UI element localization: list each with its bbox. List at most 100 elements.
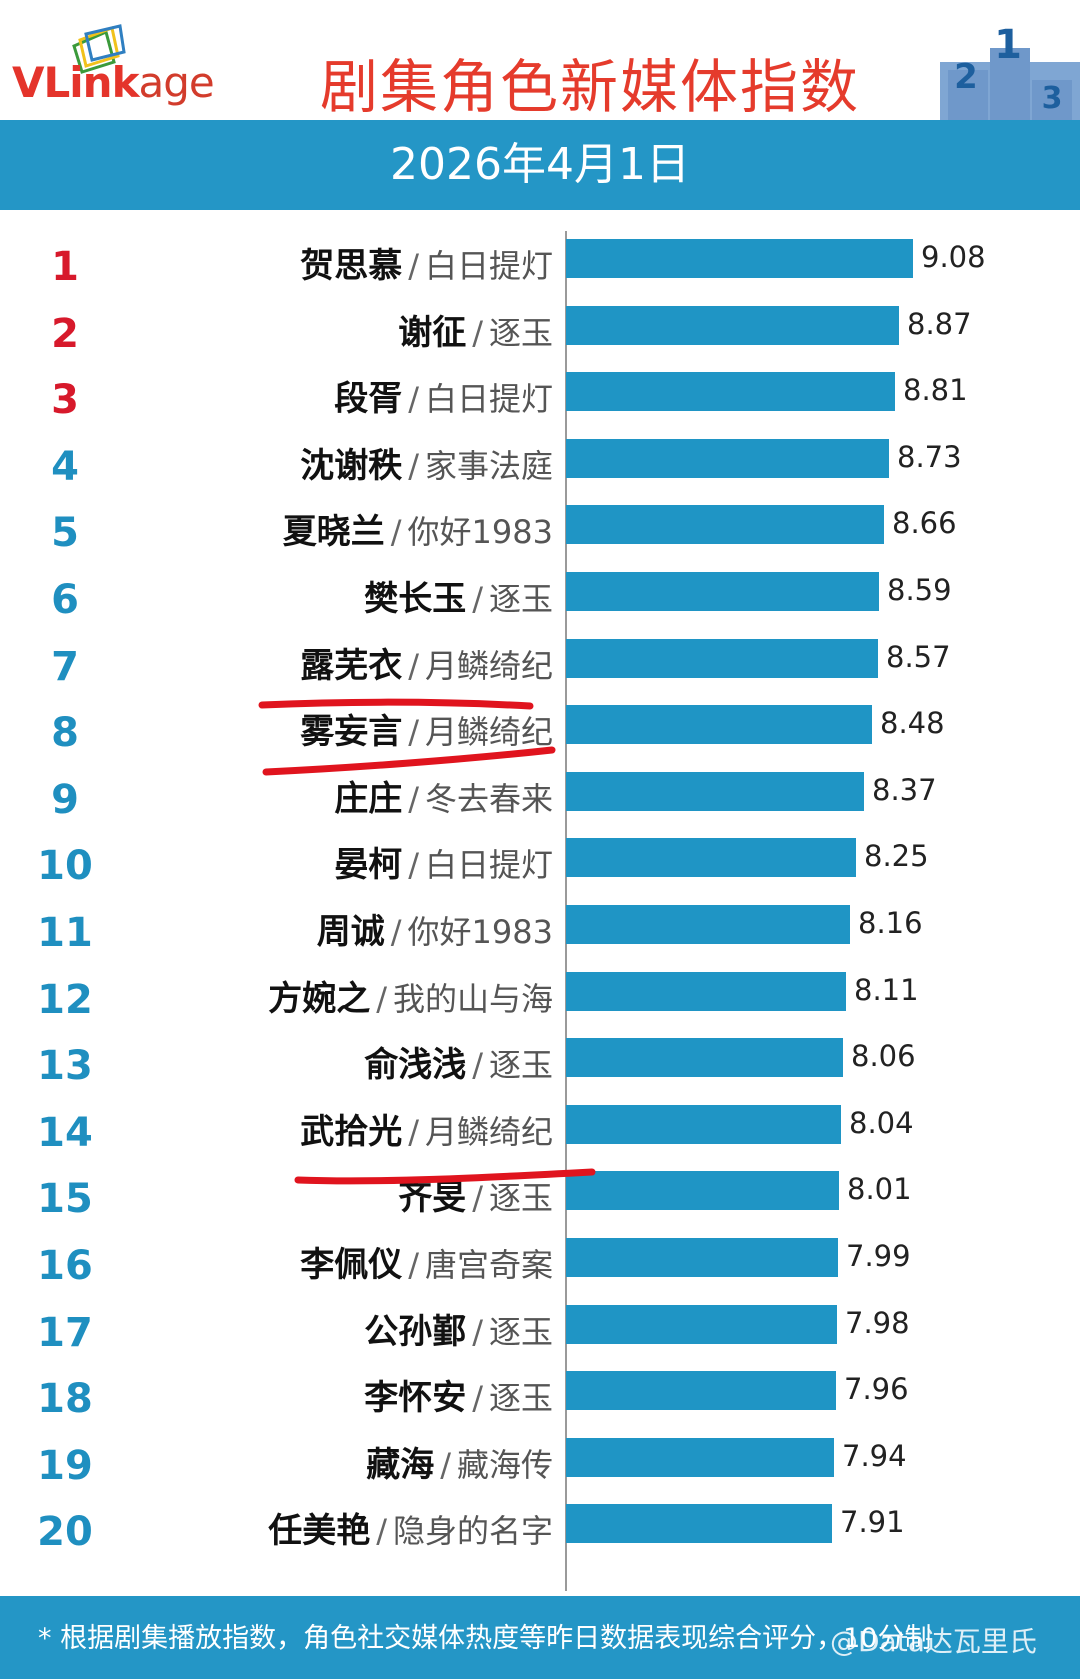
character-name: 樊长玉	[364, 579, 467, 619]
value-label: 8.01	[847, 1172, 912, 1207]
header: VLinkage 剧集角色新媒体指数 2 1 3	[0, 0, 1080, 121]
character-name: 俞浅浅	[364, 1045, 467, 1086]
row-label: 段胥 / 白日提灯	[334, 371, 553, 420]
logo-frames-icon	[72, 24, 126, 74]
bar	[566, 771, 864, 811]
value-label: 8.59	[887, 573, 952, 607]
rank-number: 2	[51, 310, 79, 357]
chart-row: 7 露芜衣 / 月鳞绮纪 8.57	[0, 630, 1080, 697]
row-label: 藏海 / 藏海传	[366, 1437, 553, 1486]
bar	[566, 305, 899, 345]
page-title: 剧集角色新媒体指数	[320, 53, 861, 121]
drama-title: 逐玉	[488, 1179, 553, 1218]
character-name: 庄庄	[334, 778, 403, 819]
chart-row: 15 齐旻 / 逐玉 8.01	[0, 1162, 1080, 1229]
drama-title: 逐玉	[488, 313, 553, 352]
value-label: 7.96	[844, 1372, 909, 1407]
rank-number: 17	[37, 1309, 93, 1356]
bar	[566, 705, 872, 745]
character-name: 李怀安	[364, 1378, 467, 1419]
chart-row: 19 藏海 / 藏海传 7.94	[0, 1429, 1080, 1496]
rank-number: 20	[37, 1509, 93, 1556]
label-separator: /	[472, 580, 483, 618]
bar	[566, 372, 895, 412]
drama-title: 月鳞绮纪	[424, 713, 553, 752]
drama-title: 月鳞绮纪	[424, 1112, 553, 1151]
rank-number: 18	[37, 1376, 93, 1423]
rank-number: 3	[51, 377, 79, 424]
bar	[566, 971, 846, 1011]
value-label: 8.57	[886, 639, 951, 674]
row-label: 李怀安 / 逐玉	[364, 1370, 553, 1419]
chart-row: 5 夏晓兰 / 你好1983 8.66	[0, 496, 1080, 563]
bar-chart: 1 贺思慕 / 白日提灯 9.08 2 谢征 / 逐玉 8.87 3 段胥 / 白日提灯 8.81 4 沈谢秩 /…	[0, 210, 1080, 1595]
svg-text:3: 3	[1042, 81, 1063, 116]
value-label: 8.66	[892, 506, 957, 541]
chart-row: 13 俞浅浅 / 逐玉 8.06	[0, 1029, 1080, 1096]
drama-title: 你好1983	[407, 513, 553, 552]
value-label: 7.91	[840, 1505, 905, 1540]
character-name: 方婉之	[268, 978, 371, 1019]
row-label: 周诚 / 你好1983	[317, 904, 553, 953]
character-name: 晏柯	[334, 845, 403, 886]
value-label: 8.48	[880, 706, 945, 741]
label-separator: /	[390, 913, 402, 951]
rank-number: 11	[37, 910, 93, 956]
label-separator: /	[408, 380, 419, 419]
label-separator: /	[376, 979, 387, 1018]
character-name: 露芜衣	[300, 645, 403, 686]
chart-row: 1 贺思慕 / 白日提灯 9.08	[0, 230, 1080, 297]
label-separator: /	[472, 1179, 483, 1218]
chart-row: 10 晏柯 / 白日提灯 8.25	[0, 829, 1080, 896]
vlinkage-logo: VLinkage	[12, 24, 242, 110]
bar	[566, 1304, 837, 1344]
bar	[566, 1437, 834, 1477]
bar	[566, 505, 884, 545]
logo-text: VLinkage	[12, 58, 215, 107]
label-separator: /	[408, 1112, 419, 1151]
drama-title: 家事法庭	[424, 446, 553, 485]
chart-row: 14 武拾光 / 月鳞绮纪 8.04	[0, 1096, 1080, 1163]
rank-number: 8	[51, 710, 79, 757]
label-separator: /	[440, 1445, 451, 1484]
chart-row: 11 周诚 / 你好1983 8.16	[0, 896, 1080, 963]
label-separator: /	[472, 1046, 483, 1085]
row-label: 齐旻 / 逐玉	[398, 1170, 553, 1219]
label-separator: /	[472, 1379, 483, 1418]
bar	[566, 572, 879, 611]
row-label: 谢征 / 逐玉	[398, 305, 553, 354]
rank-number: 14	[37, 1109, 93, 1156]
value-label: 9.08	[921, 240, 986, 274]
rank-number: 4	[51, 443, 79, 490]
row-label: 雾妄言 / 月鳞绮纪	[300, 704, 553, 753]
rank-number: 1	[51, 244, 79, 290]
value-label: 8.11	[854, 972, 919, 1007]
bar	[566, 1104, 841, 1144]
value-label: 8.25	[864, 839, 929, 874]
rank-number: 9	[51, 776, 79, 823]
value-label: 8.87	[907, 306, 972, 341]
chart-row: 20 任美艳 / 隐身的名字 7.91	[0, 1495, 1080, 1562]
chart-row: 17 公孙鄞 / 逐玉 7.98	[0, 1296, 1080, 1363]
rank-number: 6	[51, 577, 79, 623]
label-separator: /	[408, 446, 419, 485]
label-separator: /	[376, 1512, 387, 1551]
value-label: 8.81	[903, 373, 968, 408]
label-separator: /	[390, 513, 402, 552]
row-label: 夏晓兰 / 你好1983	[283, 504, 553, 553]
chart-row: 2 谢征 / 逐玉 8.87	[0, 297, 1080, 364]
character-name: 谢征	[398, 312, 467, 353]
svg-text:2: 2	[954, 57, 978, 97]
character-name: 武拾光	[300, 1111, 403, 1152]
rank-number: 7	[51, 643, 79, 690]
value-label: 8.73	[897, 439, 962, 474]
character-name: 段胥	[334, 379, 403, 420]
drama-title: 白日提灯	[424, 380, 553, 419]
bar	[566, 1038, 843, 1078]
row-label: 李佩仪 / 唐宫奇案	[300, 1237, 553, 1286]
drama-title: 隐身的名字	[392, 1512, 553, 1551]
value-label: 7.94	[842, 1438, 907, 1473]
row-label: 任美艳 / 隐身的名字	[268, 1503, 553, 1552]
label-separator: /	[472, 1312, 483, 1351]
drama-title: 白日提灯	[424, 247, 553, 285]
